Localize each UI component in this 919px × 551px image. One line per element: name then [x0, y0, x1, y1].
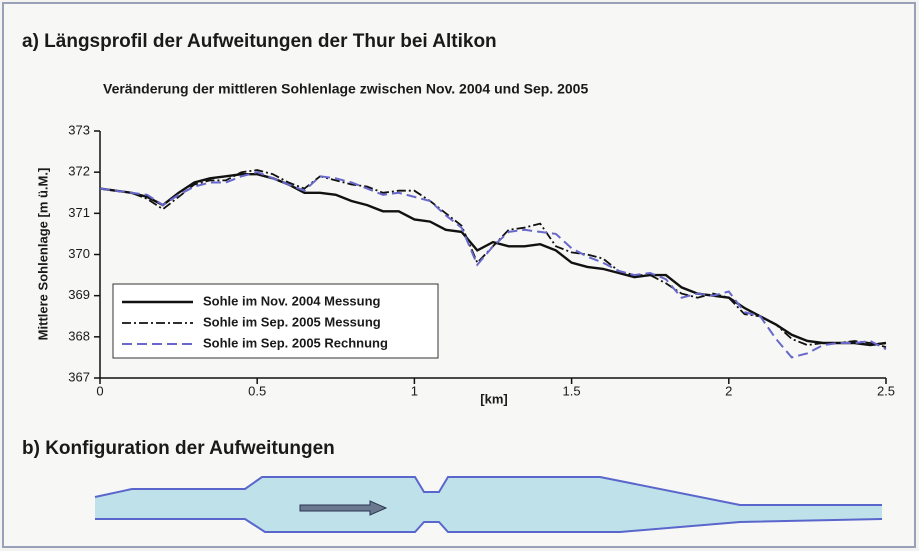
- chart-title: Veränderung der mittleren Sohlenlage zwi…: [103, 81, 588, 97]
- river-area: [95, 477, 882, 532]
- y-tick-label: 372: [68, 164, 90, 179]
- river-bank-bottom: [95, 518, 883, 533]
- series-line: [99, 173, 887, 347]
- river-bank-top: [94, 476, 882, 506]
- series-line: [99, 171, 887, 359]
- legend-label: Sohle im Sep. 2005 Messung: [203, 314, 381, 329]
- y-tick-label: 369: [68, 287, 90, 302]
- legend-label: Sohle im Sep. 2005 Rechnung: [203, 335, 388, 350]
- legend-label: Sohle im Nov. 2004 Messung: [203, 293, 381, 308]
- y-tick-label: 368: [68, 328, 90, 343]
- x-tick-label: 1.5: [563, 383, 581, 398]
- flow-arrow: [299, 500, 388, 516]
- x-tick-label: 0: [96, 383, 103, 398]
- series-line: [99, 169, 887, 348]
- x-axis-label: [km]: [480, 391, 507, 406]
- y-tick-label: 371: [68, 205, 90, 220]
- x-tick-label: 1: [411, 383, 418, 398]
- river-diagram: [94, 476, 883, 533]
- x-tick-label: 2: [725, 383, 732, 398]
- legend-box: [112, 283, 439, 359]
- x-tick-label: 2.5: [877, 383, 895, 398]
- y-tick-label: 370: [68, 246, 90, 261]
- y-tick-label: 367: [68, 369, 90, 384]
- panel-a-title: a) Längsprofil der Aufweitungen der Thur…: [22, 31, 497, 52]
- x-tick-label: 0.5: [248, 383, 266, 398]
- panel-b-title: b) Konfiguration der Aufweitungen: [22, 438, 335, 459]
- y-tick-label: 373: [68, 122, 90, 137]
- y-axis-label: Mittlere Sohlenlage [m ü.M.]: [35, 168, 50, 341]
